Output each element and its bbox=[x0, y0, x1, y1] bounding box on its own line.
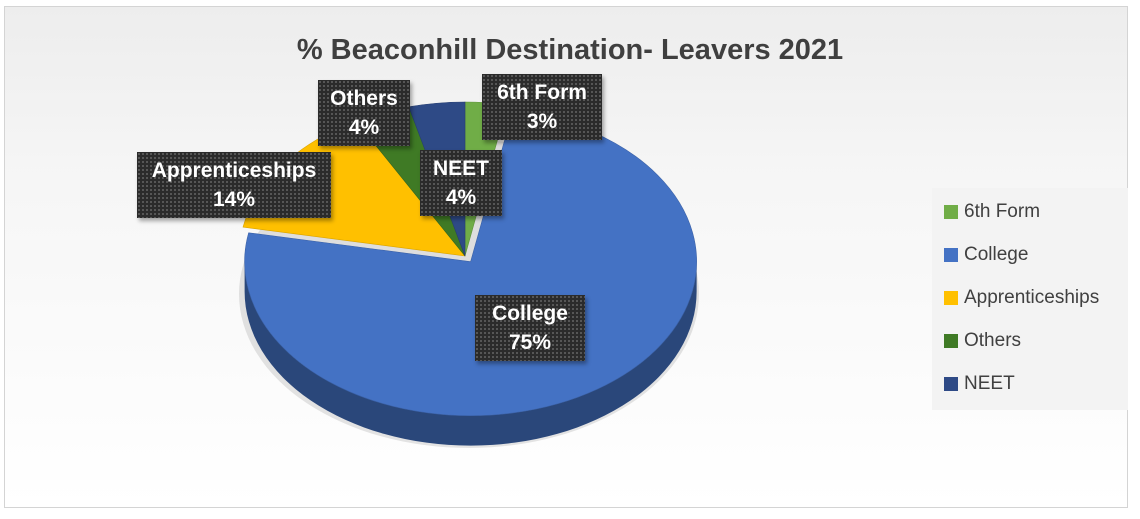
data-label-category: Others bbox=[330, 87, 398, 110]
legend: 6th Form College Apprenticeships Others … bbox=[932, 188, 1128, 410]
legend-label: College bbox=[964, 244, 1029, 265]
data-label-apprenticeships: Apprenticeships 14% bbox=[137, 152, 331, 218]
pie-side-college bbox=[244, 261, 697, 446]
legend-swatch bbox=[944, 291, 958, 305]
legend-swatch bbox=[944, 377, 958, 391]
legend-swatch bbox=[944, 205, 958, 219]
legend-label: Apprenticeships bbox=[964, 287, 1100, 308]
data-label-category: 6th Form bbox=[497, 81, 587, 104]
data-label-value: 75% bbox=[508, 331, 552, 354]
data-label-category: NEET bbox=[432, 157, 489, 180]
data-label-value: 4% bbox=[348, 116, 380, 139]
legend-label: 6th Form bbox=[964, 201, 1041, 222]
data-label-category: Apprenticeships bbox=[151, 159, 317, 182]
legend-swatch bbox=[944, 248, 958, 262]
legend-label: Others bbox=[964, 330, 1022, 351]
legend-item-college: College bbox=[944, 243, 1028, 267]
data-label-category: College bbox=[492, 302, 568, 325]
legend-item-6th-form: 6th Form bbox=[944, 200, 1040, 224]
legend-item-neet: NEET bbox=[944, 372, 1015, 396]
data-label-value: 14% bbox=[212, 188, 256, 211]
data-label-value: 4% bbox=[445, 186, 477, 209]
data-label-6th-form: 6th Form 3% bbox=[482, 74, 602, 140]
chart-title: % Beaconhill Destination- Leavers 2021 bbox=[296, 34, 844, 66]
legend-swatch bbox=[944, 334, 958, 348]
data-label-others: Others 4% bbox=[318, 80, 410, 146]
data-label-neet: NEET 4% bbox=[420, 150, 502, 216]
legend-item-others: Others bbox=[944, 329, 1021, 353]
data-label-value: 3% bbox=[526, 110, 558, 133]
data-label-college: College 75% bbox=[475, 295, 585, 361]
legend-item-apprenticeships: Apprenticeships bbox=[944, 286, 1099, 310]
legend-label: NEET bbox=[964, 373, 1015, 394]
